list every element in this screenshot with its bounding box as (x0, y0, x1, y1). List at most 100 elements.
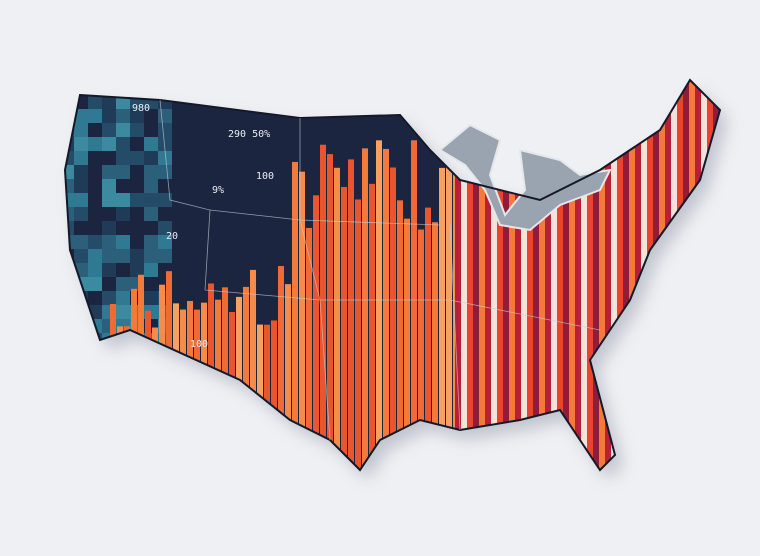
orange-bar (208, 283, 214, 470)
stripe (689, 80, 695, 470)
pixel-block (144, 179, 158, 193)
pixel-block (65, 319, 74, 333)
stripe (677, 80, 683, 470)
stripe (479, 80, 485, 470)
stripe (641, 80, 647, 470)
orange-bar (124, 326, 130, 470)
pixel-block (116, 151, 130, 165)
pixel-block (144, 263, 158, 277)
pixel-block (74, 319, 88, 333)
stripe (497, 80, 503, 470)
pixel-block (116, 207, 130, 221)
pixel-block (102, 193, 116, 207)
pixel-block (116, 291, 130, 305)
pixel-block (88, 109, 102, 123)
stripe (533, 80, 539, 470)
pixel-block (74, 151, 88, 165)
stripe (665, 80, 671, 470)
stripe (725, 60, 731, 500)
orange-bar (264, 324, 270, 470)
stripe (599, 80, 605, 470)
pixel-block (65, 277, 74, 291)
stripe (701, 80, 707, 470)
orange-bar (278, 266, 284, 470)
pixel-block (102, 109, 116, 123)
orange-bar (327, 154, 333, 470)
pixel-block (144, 137, 158, 151)
orange-bar (222, 287, 228, 470)
orange-bar (117, 326, 123, 470)
state-borders (159, 99, 601, 441)
pixel-block (74, 207, 88, 221)
orange-bar (159, 284, 165, 470)
pixel-block (65, 333, 74, 347)
stripe (647, 80, 653, 470)
stripe (539, 80, 545, 470)
orange-bar (404, 218, 410, 470)
orange-bar (439, 167, 445, 470)
orange-bar (411, 140, 417, 470)
pixel-block (88, 263, 102, 277)
pixel-block (116, 249, 130, 263)
stripe (563, 80, 569, 470)
stripe (467, 80, 473, 470)
orange-bar (173, 303, 179, 470)
orange-bar (152, 327, 158, 470)
orange-bar (271, 320, 277, 470)
pixel-block (144, 207, 158, 221)
stripe (635, 80, 641, 470)
pixel-block (158, 193, 172, 207)
stripe (683, 80, 689, 470)
pixel-block (130, 193, 144, 207)
pixel-block (116, 305, 130, 319)
orange-bar (376, 140, 382, 470)
pixel-block (88, 235, 102, 249)
pixel-block (102, 95, 116, 109)
pixel-block (158, 165, 172, 179)
stripe (623, 80, 629, 470)
pixel-block (102, 221, 116, 235)
pixel-block (144, 193, 158, 207)
orange-bar (236, 296, 242, 470)
stripe (503, 80, 509, 470)
orange-bar (180, 309, 186, 470)
orange-bar (383, 148, 389, 470)
orange-bar (432, 222, 438, 470)
pixel-block (74, 305, 88, 319)
pixel-block (116, 123, 130, 137)
pixel-block (65, 221, 74, 235)
pixel-block (74, 137, 88, 151)
orange-bar (250, 269, 256, 470)
orange-bar (257, 324, 263, 470)
orange-bar (243, 286, 249, 470)
stripe (461, 80, 467, 470)
pixel-block (116, 137, 130, 151)
stripe (575, 80, 581, 470)
pixel-block (88, 277, 102, 291)
pixel-block (130, 263, 144, 277)
pixel-block (102, 179, 116, 193)
map-label: 100 (256, 171, 274, 182)
pixel-block (88, 249, 102, 263)
pixel-block (130, 123, 144, 137)
pixel-block (74, 123, 88, 137)
orange-bar (285, 284, 291, 470)
pixel-block (65, 95, 74, 109)
orange-bar (425, 207, 431, 470)
stripe (707, 80, 713, 470)
stripe (509, 80, 515, 470)
pixel-block (65, 207, 74, 221)
pixel-block (130, 151, 144, 165)
pixel-block (144, 291, 158, 305)
pixel-block (144, 235, 158, 249)
orange-bar (355, 199, 361, 470)
orange-bar (166, 271, 172, 470)
pixel-block (158, 109, 172, 123)
orange-bar (446, 145, 452, 470)
pixel-block (158, 137, 172, 151)
pixel-block (158, 249, 172, 263)
pixel-block (116, 333, 130, 347)
pixel-block (130, 109, 144, 123)
